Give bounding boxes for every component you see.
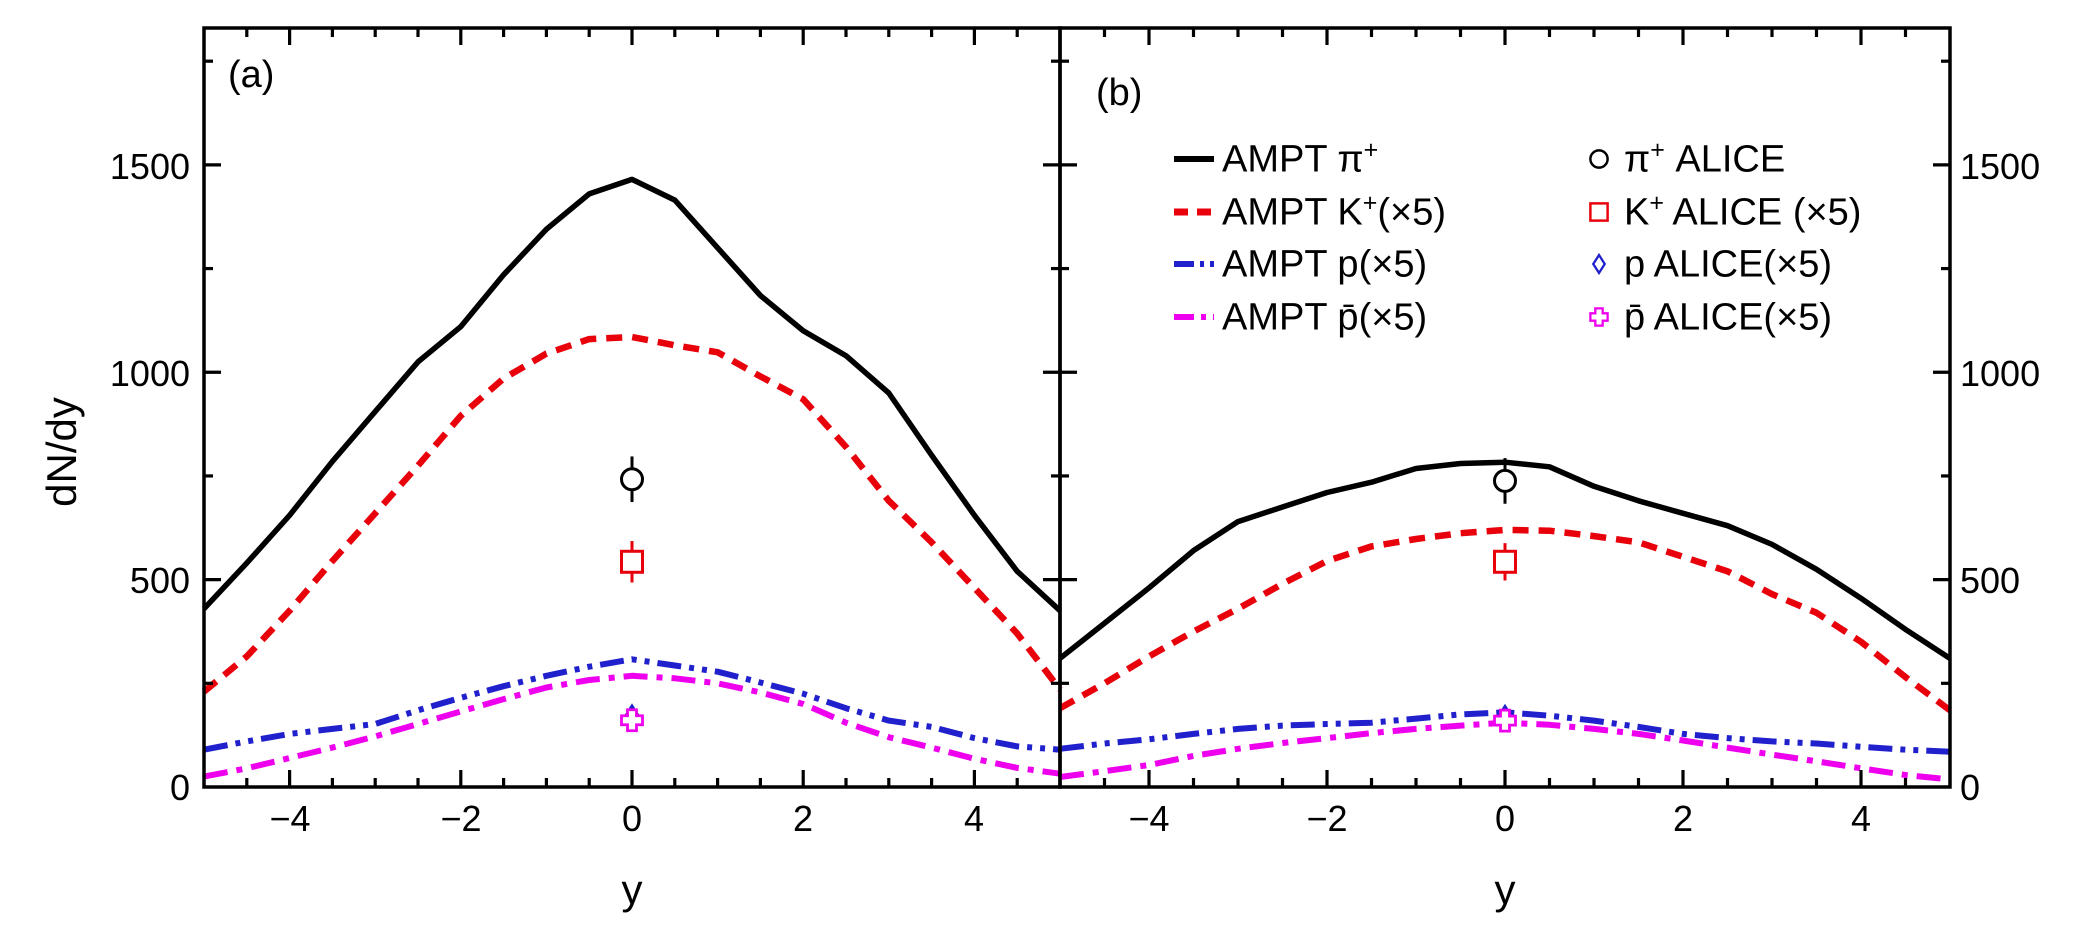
curve-ampt-p-a	[203, 656, 1061, 753]
x-tick-b-2: 2	[1672, 798, 1694, 839]
x-tick-b-4: 4	[1850, 798, 1872, 839]
cross-marker	[620, 708, 644, 733]
alice-proton-diamond-marker-icon	[1591, 252, 1607, 276]
cross-marker	[1493, 708, 1517, 733]
y-tick-label-right-500: 500	[1960, 560, 2021, 601]
y-tick-label-right-1500: 1500	[1960, 146, 2041, 187]
x-tick-a-0: 0	[621, 798, 643, 839]
y-axis-title: dN/dy	[37, 397, 85, 507]
x-axis-title-panel-b: y	[1494, 866, 1516, 913]
alice-kaon-square-marker-icon	[1589, 202, 1609, 222]
legend-row-ampt-proton: AMPT p(×5)	[1172, 243, 1428, 286]
ampt-pion-line-sample	[1174, 156, 1214, 162]
legend-row-alice-antiproton: p̄ ALICE(×5)	[1580, 296, 1833, 339]
x-tick-a-4: 4	[963, 798, 985, 839]
curve-ampt-pi-a	[201, 176, 1062, 613]
ampt-kaon-line-sample	[1174, 208, 1214, 216]
circle-marker	[1493, 468, 1517, 493]
square-marker	[1493, 549, 1517, 574]
legend-row-alice-pion: π+ ALICE	[1580, 136, 1786, 181]
y-tick-label-left-1000: 1000	[109, 353, 190, 394]
panel-a	[201, 26, 1063, 789]
square-marker	[1589, 202, 1609, 222]
curve-ampt-pbar-a	[203, 672, 1061, 780]
y-tick-label-left-1500: 1500	[109, 146, 190, 187]
panel-b-label: (b)	[1096, 72, 1143, 114]
y-tick-label-left-0: 0	[169, 767, 190, 808]
curve-ampt-p-b	[1059, 709, 1951, 755]
curve-ampt-k-b	[1058, 526, 1952, 713]
circle-marker	[620, 467, 644, 492]
diamond-marker	[1591, 252, 1607, 276]
panel-a-label: (a)	[228, 54, 275, 96]
legend-row-ampt-antiproton: AMPT p̄(×5)	[1172, 296, 1428, 339]
ampt-antiproton-line-sample	[1174, 314, 1214, 320]
legend-label-alice-kaon: K+ ALICE (×5)	[1624, 189, 1862, 234]
square-marker	[620, 549, 644, 574]
legend-row-ampt-kaon: AMPT K+(×5)	[1172, 189, 1447, 234]
legend-label-alice-antiproton: p̄ ALICE(×5)	[1624, 296, 1833, 339]
y-tick-label-left-500: 500	[129, 560, 190, 601]
x-tick-a-2: 2	[792, 798, 814, 839]
legend-label-ampt-antiproton: AMPT p̄(×5)	[1222, 296, 1428, 339]
x-tick-a-m4: −4	[269, 798, 311, 839]
legend-label-ampt-proton: AMPT p(×5)	[1222, 243, 1428, 286]
legend-label-alice-pion: π+ ALICE	[1624, 136, 1786, 181]
x-tick-a-m2: −2	[440, 798, 482, 839]
x-tick-b-m4: −4	[1128, 798, 1170, 839]
x-tick-b-0: 0	[1494, 798, 1516, 839]
curve-ampt-k-a	[201, 333, 1063, 695]
y-tick-label-right-1000: 1000	[1960, 353, 2041, 394]
x-tick-b-m2: −2	[1306, 798, 1348, 839]
legend-label-ampt-kaon: AMPT K+(×5)	[1222, 189, 1447, 234]
cross-marker	[1589, 307, 1609, 327]
legend-row-alice-kaon: K+ ALICE (×5)	[1580, 189, 1862, 234]
x-axis-title-panel-a: y	[621, 866, 643, 913]
legend-label-alice-proton: p ALICE(×5)	[1624, 243, 1833, 286]
panel-b	[1058, 26, 1952, 789]
legend-row-alice-proton: p ALICE(×5)	[1580, 243, 1833, 286]
ticks-b	[1060, 28, 1950, 787]
alice-antiproton-cross-marker-icon	[1589, 307, 1609, 327]
ampt-proton-line-sample	[1174, 261, 1214, 267]
legend-row-ampt-pion: AMPT π+	[1172, 136, 1379, 181]
ticks-a	[204, 28, 1060, 787]
legend-label-ampt-pion: AMPT π+	[1222, 136, 1379, 181]
circle-marker	[1589, 149, 1609, 169]
y-tick-label-right-0: 0	[1960, 767, 1981, 808]
alice-pion-circle-marker-icon	[1589, 149, 1609, 169]
